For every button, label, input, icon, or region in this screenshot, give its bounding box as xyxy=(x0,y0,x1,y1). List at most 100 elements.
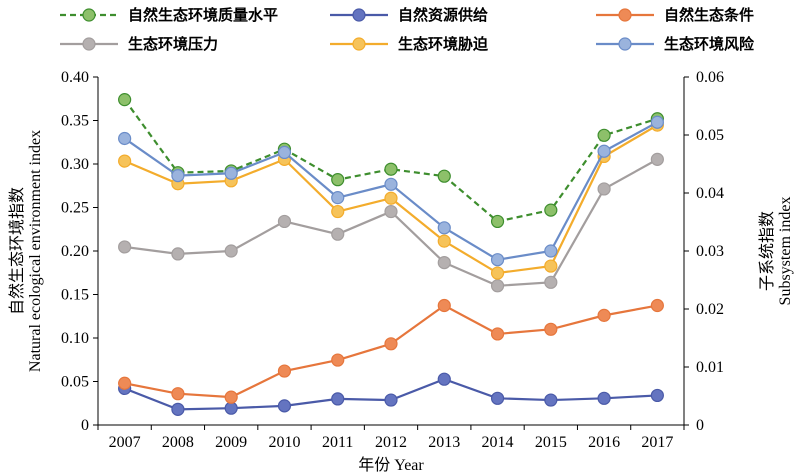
data-point xyxy=(490,391,505,405)
data-point xyxy=(650,298,664,313)
legend-marker xyxy=(352,37,366,51)
legend-marker xyxy=(352,8,366,22)
data-point xyxy=(437,221,451,235)
data-point xyxy=(544,322,558,336)
x-tick-label: 2007 xyxy=(109,434,141,451)
series-line xyxy=(123,98,658,223)
data-point xyxy=(490,253,505,267)
data-point xyxy=(437,169,451,183)
data-point xyxy=(597,308,611,322)
data-point xyxy=(384,337,398,351)
data-point xyxy=(171,247,185,261)
axis-titles: 年份 Year 自然生态环境指数Natural ecological enviro… xyxy=(7,130,794,474)
data-point xyxy=(331,173,345,187)
y-left-tick-label: 0.30 xyxy=(61,156,89,173)
data-point xyxy=(277,364,292,378)
data-point xyxy=(171,169,185,183)
x-tick-label: 2009 xyxy=(215,434,247,451)
y-left-tick-label: 0.35 xyxy=(61,113,89,130)
legend-marker xyxy=(82,8,96,22)
series-line xyxy=(124,121,658,261)
y-left-tick-label: 0.25 xyxy=(61,200,89,217)
data-point xyxy=(544,244,558,258)
data-point xyxy=(597,391,611,405)
data-point xyxy=(597,182,611,196)
data-point xyxy=(118,240,132,254)
y-right-axis-title-zh: 子系统指数 xyxy=(758,211,776,291)
y-right-axis-title-en: Subsystem index xyxy=(777,197,794,306)
y-right-axis-title: 子系统指数Subsystem index xyxy=(758,197,794,306)
x-tick-label: 2014 xyxy=(482,434,514,451)
y-left-tick-label: 0.10 xyxy=(61,330,89,347)
y-left-tick-label: 0.15 xyxy=(61,287,89,304)
legend-marker xyxy=(82,37,96,51)
data-point xyxy=(544,393,558,407)
data-point xyxy=(331,392,345,406)
series-1 xyxy=(118,372,664,416)
data-point xyxy=(650,115,664,129)
data-point xyxy=(437,298,451,313)
legend-item: 生态环境压力 xyxy=(60,35,218,53)
x-tick-label: 2010 xyxy=(268,434,300,451)
legend-label: 生态环境风险 xyxy=(664,35,755,53)
data-point xyxy=(224,390,238,404)
data-point xyxy=(331,353,345,367)
y-right-tick-label: 0.03 xyxy=(696,243,724,260)
data-point xyxy=(490,279,505,293)
data-point xyxy=(277,145,292,159)
legend-label: 生态环境压力 xyxy=(128,35,218,53)
plot-area xyxy=(118,93,664,416)
data-point xyxy=(224,401,238,415)
series-5 xyxy=(118,115,664,267)
legend-marker xyxy=(618,8,632,22)
data-point xyxy=(224,166,238,180)
data-point xyxy=(490,214,505,229)
data-point xyxy=(384,204,398,219)
legend-label: 自然生态条件 xyxy=(664,6,754,24)
data-point xyxy=(544,259,558,273)
data-point xyxy=(331,191,345,205)
y-left-axis-title-zh: 自然生态环境指数 xyxy=(7,187,26,315)
data-point xyxy=(224,244,238,258)
x-axis-title: 年份 Year xyxy=(358,456,424,474)
y-left-tick-label: 0.20 xyxy=(61,243,89,260)
legend-label: 自然生态环境质量水平 xyxy=(128,6,278,24)
series-line xyxy=(124,304,658,399)
data-point xyxy=(384,162,398,176)
legend-label: 生态环境胁迫 xyxy=(398,35,489,53)
y-right-tick-label: 0.04 xyxy=(696,185,724,202)
legend-marker xyxy=(618,37,632,51)
data-point xyxy=(650,388,664,403)
y-left-axis-title-en: Natural ecological environment index xyxy=(27,130,44,372)
series-4 xyxy=(118,118,664,280)
data-point xyxy=(118,154,132,168)
series-2 xyxy=(118,298,664,404)
legend-item: 自然生态环境质量水平 xyxy=(60,6,278,24)
x-tick-label: 2017 xyxy=(641,434,673,451)
data-point xyxy=(490,327,505,341)
data-point xyxy=(331,204,345,219)
data-point xyxy=(277,399,292,413)
series-3 xyxy=(118,152,664,293)
legend-item: 自然资源供给 xyxy=(330,6,488,24)
y-right-tick-label: 0.02 xyxy=(696,301,724,318)
y-left-tick-label: 0.40 xyxy=(61,69,89,86)
data-point xyxy=(118,376,132,390)
data-point xyxy=(384,177,398,191)
legend-item: 自然生态条件 xyxy=(596,6,754,24)
data-point xyxy=(384,393,398,407)
data-point xyxy=(437,256,451,270)
data-point xyxy=(277,214,292,229)
chart-axes: 0 0.05 0.10 0.15 0.20 0.25 0.30 0.35 0.40 0 0.01 0.… xyxy=(61,69,724,451)
legend-label: 自然资源供给 xyxy=(398,6,488,24)
x-tick-label: 2013 xyxy=(428,434,460,451)
x-tick-label: 2016 xyxy=(588,434,620,451)
data-point xyxy=(490,266,505,280)
data-point xyxy=(437,372,451,386)
data-point xyxy=(384,191,398,205)
data-point xyxy=(171,387,185,401)
data-point xyxy=(171,402,185,416)
data-point xyxy=(597,144,611,158)
